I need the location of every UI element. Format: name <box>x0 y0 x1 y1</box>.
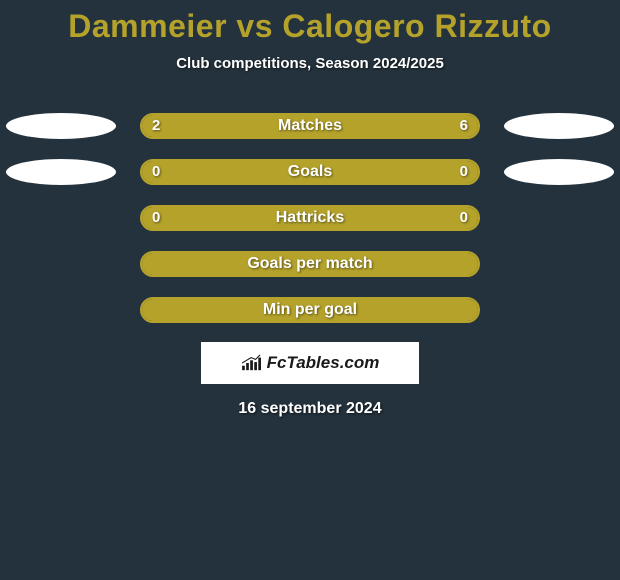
stat-label: Goals per match <box>142 253 478 275</box>
stat-label: Hattricks <box>142 207 478 229</box>
stat-bar-track: 00Goals <box>140 159 480 185</box>
stat-bar-track: Goals per match <box>140 251 480 277</box>
bar-chart-icon <box>241 354 263 372</box>
stat-bar-track: 00Hattricks <box>140 205 480 231</box>
stat-label: Matches <box>142 115 478 137</box>
player-right-marker <box>504 159 614 185</box>
player-left-marker <box>6 159 116 185</box>
logo-box: FcTables.com <box>201 342 419 384</box>
stat-row: 00Hattricks <box>0 204 620 232</box>
logo-text: FcTables.com <box>267 353 380 373</box>
stat-row: Goals per match <box>0 250 620 278</box>
page-subtitle: Club competitions, Season 2024/2025 <box>0 55 620 72</box>
stat-bar-track: Min per goal <box>140 297 480 323</box>
player-left-marker <box>6 113 116 139</box>
comparison-rows: 26Matches 00Goals 00Hattricks Goals per mat… <box>0 112 620 324</box>
date-label: 16 september 2024 <box>0 400 620 418</box>
stat-bar-track: 26Matches <box>140 113 480 139</box>
player-right-marker <box>504 113 614 139</box>
stat-row: Min per goal <box>0 296 620 324</box>
stat-label: Min per goal <box>142 299 478 321</box>
stat-label: Goals <box>142 161 478 183</box>
stat-row: 26Matches <box>0 112 620 140</box>
stat-row: 00Goals <box>0 158 620 186</box>
page-title: Dammeier vs Calogero Rizzuto <box>0 0 620 45</box>
